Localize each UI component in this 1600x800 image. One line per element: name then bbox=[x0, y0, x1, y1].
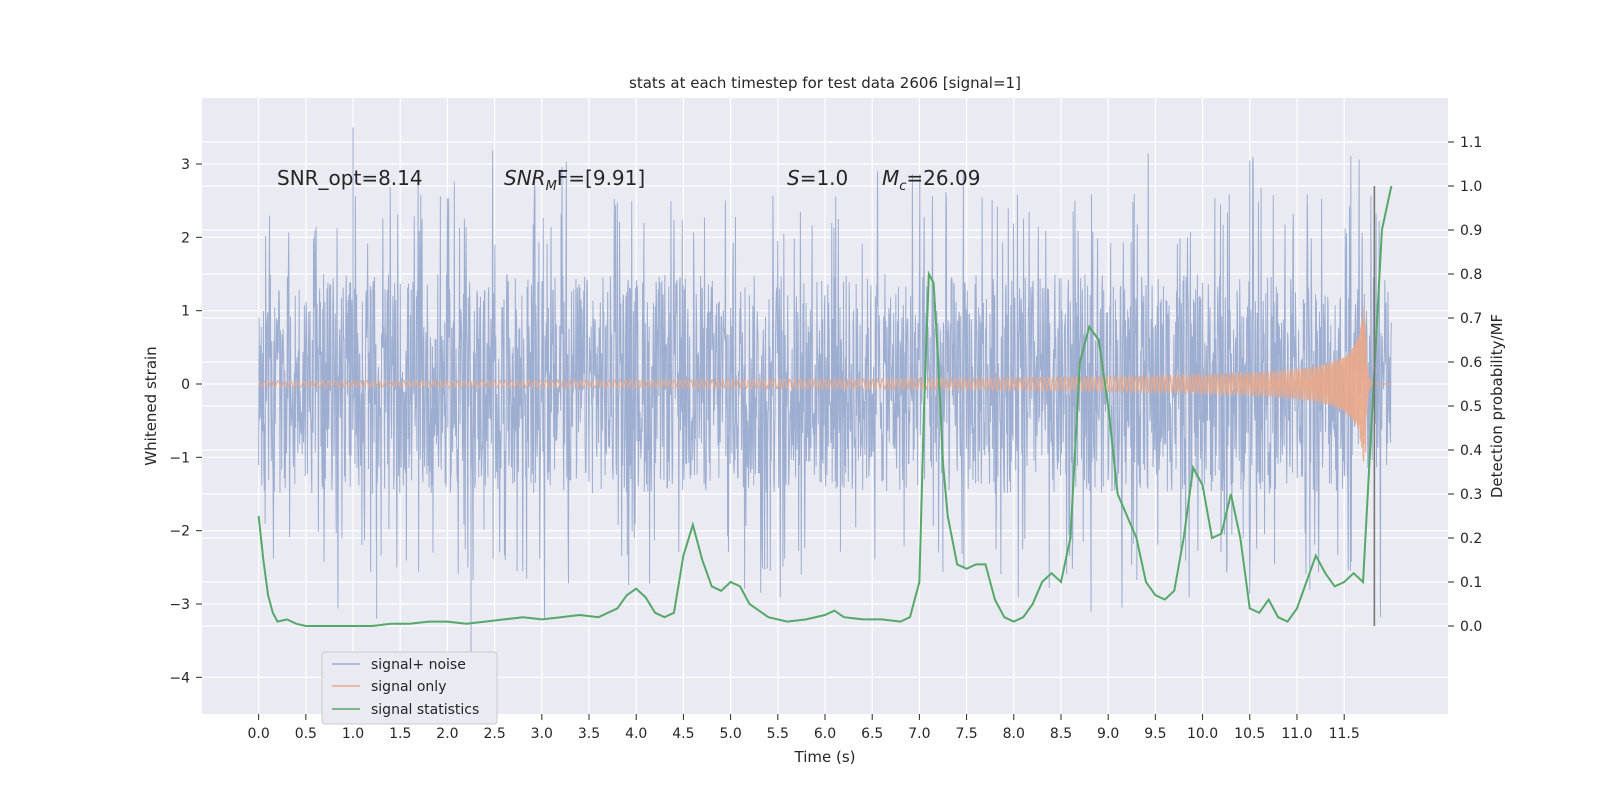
y-tick-label-left: 0 bbox=[181, 377, 190, 393]
y-tick-label-left: −1 bbox=[169, 450, 190, 466]
x-tick-label: 1.5 bbox=[389, 726, 411, 742]
signal-statistics-series bbox=[257, 185, 1393, 627]
s-annotation: S=1.0 bbox=[787, 166, 848, 190]
y-tick-label-right: 0.0 bbox=[1460, 619, 1482, 635]
annotations: SNR_opt=8.14 SNRMF=[9.91] S=1.0 Mc=26.09 bbox=[277, 166, 980, 194]
right-y-axis-ticks: 1.1 1.0 0.9 0.8 0.7 0.6 0.5 0.4 0.3 0.2 0.1 0.0 bbox=[1448, 135, 1482, 635]
x-tick-label: 11.5 bbox=[1329, 726, 1360, 742]
chart-title: stats at each timestep for test data 260… bbox=[629, 74, 1021, 92]
y-tick-label-right: 0.1 bbox=[1460, 575, 1482, 591]
x-tick-label: 0.5 bbox=[295, 726, 317, 742]
x-axis-label: Time (s) bbox=[794, 748, 856, 766]
signal-only-trace bbox=[258, 307, 1392, 462]
y-tick-label-right: 0.9 bbox=[1460, 223, 1482, 239]
x-tick-label: 3.0 bbox=[531, 726, 553, 742]
x-tick-label: 6.5 bbox=[861, 726, 883, 742]
y-tick-label-left: −2 bbox=[169, 524, 190, 540]
x-tick-label: 8.0 bbox=[1003, 726, 1025, 742]
x-tick-label: 6.0 bbox=[814, 726, 836, 742]
mc-symbol: M bbox=[882, 166, 899, 190]
y-tick-label-right: 0.8 bbox=[1460, 267, 1482, 283]
x-tick-label: 0.0 bbox=[248, 726, 270, 742]
x-tick-label: 3.5 bbox=[578, 726, 600, 742]
x-tick-label: 10.5 bbox=[1234, 726, 1265, 742]
legend-label-noise: signal+ noise bbox=[371, 657, 466, 673]
y-tick-label-right: 0.2 bbox=[1460, 531, 1482, 547]
legend-box bbox=[321, 651, 498, 725]
y-tick-label-right: 0.4 bbox=[1460, 443, 1482, 459]
s-symbol: S bbox=[787, 166, 800, 190]
y-tick-label-right: 0.7 bbox=[1460, 311, 1482, 327]
right-y-axis-label: Detection probability/MF bbox=[1488, 314, 1506, 498]
y-tick-label-left: 2 bbox=[181, 230, 190, 246]
x-axis-ticks: 0.0 0.5 1.0 1.5 2.0 2.5 3.0 3.5 4.0 4.5 5.0 5.5 6.0 6… bbox=[248, 714, 1360, 742]
y-tick-label-right: 0.3 bbox=[1460, 487, 1482, 503]
y-tick-label-left: 3 bbox=[181, 157, 190, 173]
snr-mf-symbol: SNR bbox=[504, 166, 546, 190]
y-tick-label-right: 1.1 bbox=[1460, 135, 1482, 151]
x-tick-label: 7.5 bbox=[955, 726, 977, 742]
y-tick-label-left: −4 bbox=[169, 670, 190, 686]
x-tick-label: 7.0 bbox=[908, 726, 930, 742]
x-tick-label: 1.0 bbox=[342, 726, 364, 742]
legend-label-signal: signal only bbox=[371, 679, 446, 695]
signal-only-series bbox=[258, 307, 1392, 462]
snr-opt-annotation: SNR_opt=8.14 bbox=[277, 166, 423, 190]
mc-subscript: c bbox=[899, 179, 906, 194]
x-tick-label: 9.5 bbox=[1144, 726, 1166, 742]
x-tick-label: 8.5 bbox=[1050, 726, 1072, 742]
y-tick-label-right: 0.5 bbox=[1460, 399, 1482, 415]
mc-annotation: Mc=26.09 bbox=[882, 166, 980, 194]
snr-mf-annotation: SNRMF=[9.91] bbox=[504, 166, 645, 194]
left-y-axis-label: Whitened strain bbox=[142, 346, 160, 465]
x-tick-label: 11.0 bbox=[1281, 726, 1312, 742]
x-tick-label: 4.0 bbox=[625, 726, 647, 742]
legend-label-statistics: signal statistics bbox=[371, 702, 479, 718]
snr-mf-subscript: M bbox=[546, 179, 557, 194]
y-tick-label-left: −3 bbox=[169, 597, 190, 613]
x-tick-label: 2.0 bbox=[436, 726, 458, 742]
signal-statistics-line bbox=[257, 185, 1393, 627]
x-tick-label: 5.5 bbox=[767, 726, 789, 742]
snr-mf-value: F=[9.91] bbox=[557, 166, 645, 190]
mc-value: =26.09 bbox=[906, 166, 980, 190]
x-tick-label: 9.0 bbox=[1097, 726, 1119, 742]
y-tick-label-right: 0.6 bbox=[1460, 355, 1482, 371]
y-tick-label-left: 1 bbox=[181, 304, 190, 320]
left-y-axis-ticks: 3 2 1 0 −1 −2 −3 −4 bbox=[169, 157, 202, 686]
x-tick-label: 2.5 bbox=[483, 726, 505, 742]
y-tick-label-right: 1.0 bbox=[1460, 179, 1482, 195]
s-value: =1.0 bbox=[800, 166, 849, 190]
x-tick-label: 10.0 bbox=[1187, 726, 1218, 742]
x-tick-label: 4.5 bbox=[672, 726, 694, 742]
x-tick-label: 5.0 bbox=[719, 726, 741, 742]
legend: signal+ noise signal only signal statist… bbox=[321, 651, 498, 725]
